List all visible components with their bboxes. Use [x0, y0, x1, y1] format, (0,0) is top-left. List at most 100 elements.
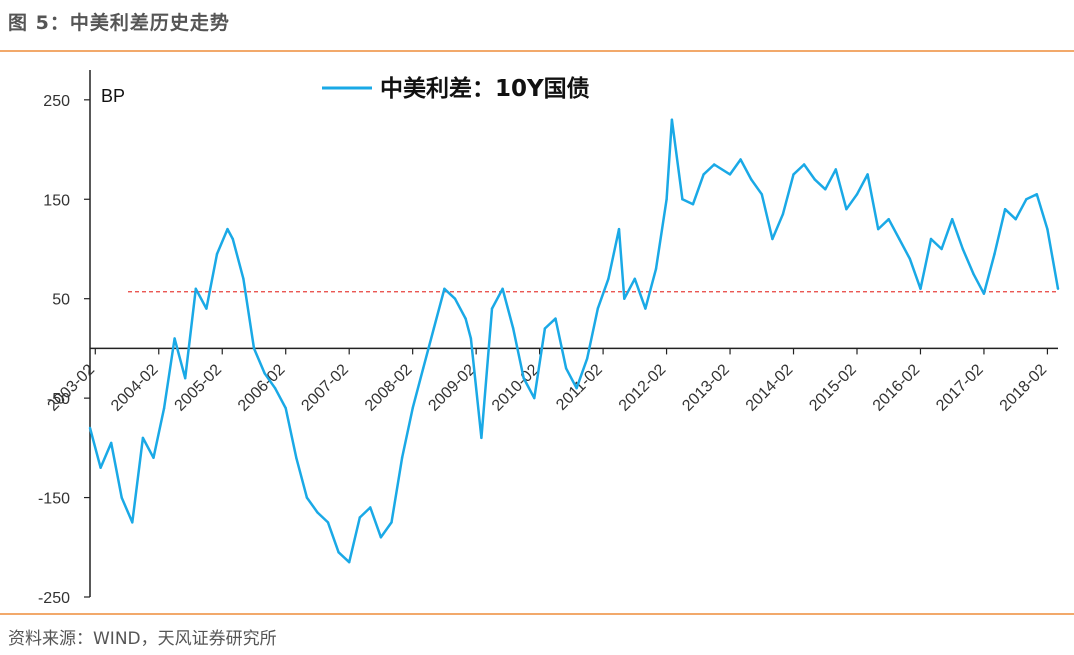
data-point: [242, 277, 245, 280]
legend-label: 中美利差：10Y国债: [380, 75, 590, 102]
data-point: [691, 203, 695, 206]
data-point: [432, 327, 435, 330]
data-point: [1056, 287, 1060, 290]
x-tick-label: 2010-02: [489, 361, 543, 415]
data-point: [390, 521, 393, 524]
data-point: [1046, 227, 1049, 231]
data-point: [644, 307, 647, 310]
data-point: [1003, 208, 1007, 211]
data-point: [760, 193, 763, 196]
data-point: [564, 367, 568, 370]
data-point: [422, 367, 425, 370]
data-point: [512, 327, 515, 330]
data-point: [834, 168, 837, 171]
x-tick-label: 2012-02: [616, 361, 670, 415]
data-point: [522, 377, 525, 380]
data-point: [713, 163, 716, 166]
data-point: [951, 218, 954, 221]
data-point: [453, 297, 457, 300]
data-point: [617, 227, 621, 231]
data-point: [173, 337, 176, 340]
data-point: [972, 272, 975, 275]
data-point: [131, 521, 134, 524]
x-tick-label: 2011-02: [553, 361, 606, 414]
x-tick-label: 2015-02: [806, 361, 860, 415]
x-tick-label: 2009-02: [425, 361, 479, 415]
data-point: [326, 521, 330, 524]
series-group: [88, 118, 1060, 564]
data-point: [728, 173, 732, 176]
data-point: [866, 173, 869, 176]
data-point: [802, 163, 806, 166]
data-point: [501, 287, 504, 290]
data-point: [1025, 198, 1028, 201]
data-point: [623, 297, 626, 300]
data-point: [792, 173, 795, 176]
data-point: [88, 426, 92, 430]
data-point: [464, 317, 467, 320]
data-point: [231, 237, 234, 241]
data-point: [263, 372, 266, 375]
data-point: [607, 277, 610, 280]
data-point: [110, 441, 113, 445]
data-point: [554, 317, 557, 320]
data-point: [1014, 218, 1017, 221]
data-point: [337, 551, 340, 554]
data-point: [152, 456, 155, 459]
title-divider: [0, 50, 1074, 52]
data-point: [295, 456, 298, 459]
data-point: [665, 198, 668, 201]
x-tick-label: 2018-02: [997, 361, 1051, 415]
data-point: [961, 247, 964, 251]
data-point: [982, 292, 986, 295]
data-point: [443, 287, 446, 290]
x-tick-label: 2014-02: [743, 361, 797, 415]
data-point: [940, 247, 943, 251]
data-point: [739, 158, 742, 161]
figure-title: 图 5：中美利差历史走势: [8, 12, 230, 34]
data-point: [469, 337, 473, 340]
data-point: [215, 252, 219, 256]
data-point: [316, 511, 319, 514]
data-point: [305, 496, 309, 499]
data-point: [400, 456, 404, 459]
data-point: [586, 357, 589, 360]
data-point: [908, 257, 912, 261]
x-tick-label: 2005-02: [172, 361, 226, 415]
data-point: [480, 436, 483, 440]
data-point: [99, 466, 102, 469]
data-point: [141, 436, 145, 440]
data-point: [543, 327, 547, 330]
data-point: [369, 506, 372, 509]
series-line: [88, 118, 1060, 564]
source-divider: [0, 613, 1074, 615]
data-point: [162, 406, 166, 410]
data-point: [993, 252, 996, 256]
data-point: [575, 387, 578, 390]
data-point: [929, 237, 933, 241]
y-tick-label: -250: [38, 590, 70, 607]
x-tick-label: 2016-02: [870, 361, 924, 415]
data-point: [226, 227, 229, 231]
data-point: [781, 213, 785, 216]
data-point: [887, 218, 890, 221]
data-point: [813, 178, 816, 181]
data-point: [771, 237, 774, 241]
x-tick-label: 2008-02: [362, 361, 416, 415]
data-point: [284, 406, 287, 410]
data-point: [533, 396, 536, 400]
y-tick-label: 250: [43, 93, 70, 110]
data-point: [877, 227, 880, 231]
y-tick-label: -150: [38, 491, 70, 508]
data-point: [348, 561, 351, 564]
x-tick-label: 2013-02: [679, 361, 733, 415]
data-point: [824, 188, 827, 191]
data-point: [750, 178, 753, 181]
data-point: [1035, 193, 1039, 196]
data-point: [205, 307, 208, 310]
data-point: [252, 347, 256, 350]
unit-label: BP: [101, 86, 125, 106]
data-point: [379, 536, 383, 539]
y-tick-label: 50: [52, 292, 70, 309]
